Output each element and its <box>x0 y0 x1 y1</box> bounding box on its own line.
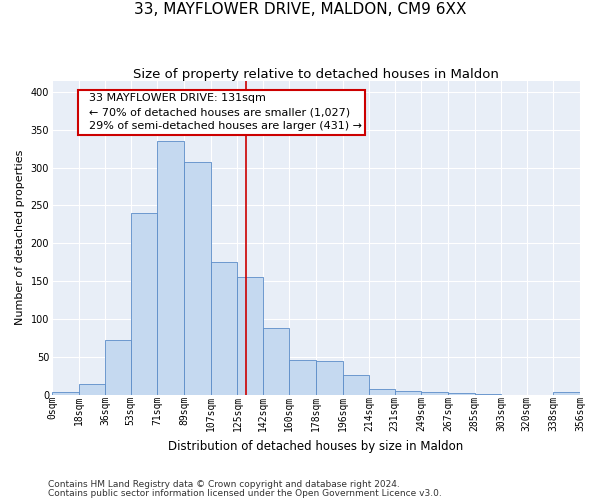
X-axis label: Distribution of detached houses by size in Maldon: Distribution of detached houses by size … <box>169 440 464 452</box>
Bar <box>395 390 421 394</box>
Bar <box>131 213 157 394</box>
Bar <box>211 262 238 394</box>
Bar <box>52 392 79 394</box>
Bar <box>106 340 131 394</box>
Text: 33, MAYFLOWER DRIVE, MALDON, CM9 6XX: 33, MAYFLOWER DRIVE, MALDON, CM9 6XX <box>134 2 466 18</box>
Bar <box>553 392 580 394</box>
Bar <box>448 393 475 394</box>
Text: Contains public sector information licensed under the Open Government Licence v3: Contains public sector information licen… <box>48 488 442 498</box>
Bar <box>238 277 263 394</box>
Text: Contains HM Land Registry data © Crown copyright and database right 2024.: Contains HM Land Registry data © Crown c… <box>48 480 400 489</box>
Text: 33 MAYFLOWER DRIVE: 131sqm
  ← 70% of detached houses are smaller (1,027)
  29% : 33 MAYFLOWER DRIVE: 131sqm ← 70% of deta… <box>82 94 362 132</box>
Bar <box>370 389 395 394</box>
Bar <box>289 360 316 394</box>
Bar <box>316 361 343 394</box>
Bar <box>263 328 289 394</box>
Bar <box>184 162 211 394</box>
Title: Size of property relative to detached houses in Maldon: Size of property relative to detached ho… <box>133 68 499 80</box>
Bar <box>79 384 106 394</box>
Bar <box>343 375 370 394</box>
Bar <box>157 141 184 395</box>
Bar <box>421 392 448 394</box>
Y-axis label: Number of detached properties: Number of detached properties <box>15 150 25 325</box>
